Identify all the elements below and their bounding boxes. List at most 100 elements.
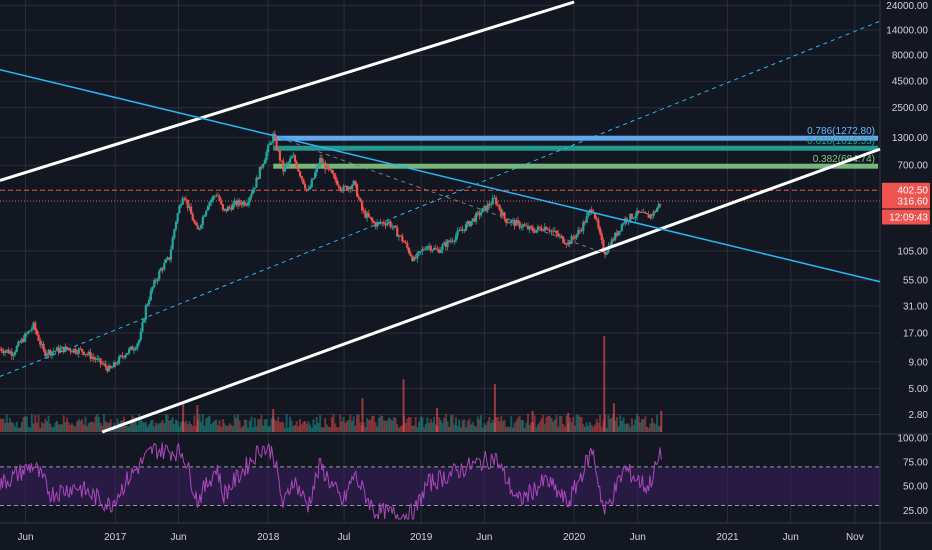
volume-bar	[429, 419, 432, 432]
volume-bar	[315, 416, 318, 432]
candle-body	[124, 354, 127, 358]
candle-body	[13, 351, 17, 355]
trend-lines[interactable]	[0, 0, 881, 434]
fibonacci-levels[interactable]: 0.786(1272.80)0.618(1019.55) 0.382(684.74…	[273, 126, 878, 169]
candle-body	[174, 221, 178, 230]
candle-body	[464, 224, 468, 231]
candle-body	[384, 224, 387, 226]
candle-body	[233, 200, 236, 204]
volume-bar	[260, 415, 263, 432]
candle-body	[42, 344, 45, 350]
last-price-badge	[882, 193, 930, 209]
candle-body	[315, 166, 318, 173]
volume-bar	[299, 419, 302, 432]
volume-bar	[444, 414, 447, 432]
candle-body	[605, 251, 608, 255]
volume-bar	[215, 419, 218, 432]
trend-line-1[interactable]	[0, 0, 575, 182]
candle-body	[422, 249, 426, 250]
candle-body	[414, 257, 417, 259]
candle-body	[153, 280, 156, 287]
candle-body	[176, 213, 179, 222]
trend-line-2[interactable]	[101, 147, 881, 434]
candle-body	[220, 200, 223, 205]
volume-bar	[575, 415, 578, 432]
volume-bar	[384, 420, 387, 432]
candle-body	[458, 230, 461, 231]
candle-body	[340, 189, 344, 192]
candle-body	[409, 253, 412, 257]
volume-spike	[660, 410, 663, 432]
candle-body	[112, 362, 116, 368]
countdown-badge-text: 12:09:43	[889, 213, 928, 224]
candle-body	[15, 346, 18, 352]
volume-bar	[188, 421, 191, 432]
volume-bar	[166, 414, 169, 432]
candle-body	[478, 212, 481, 216]
candle-body	[37, 334, 40, 341]
volume-bar	[325, 424, 328, 432]
volume-bar	[446, 421, 449, 432]
volume-bar	[69, 424, 72, 432]
trend-line-4[interactable]	[0, 20, 881, 377]
candle-body	[433, 247, 436, 250]
candle-body	[565, 244, 568, 245]
candle-body	[548, 230, 551, 232]
candle-body	[342, 186, 345, 192]
candle-body	[552, 230, 555, 232]
candle-body	[349, 186, 352, 189]
volume-bar	[433, 417, 436, 432]
volume-bar	[94, 416, 97, 432]
volume-bar	[30, 414, 33, 432]
candle-body	[476, 212, 479, 214]
volume-bar	[510, 416, 513, 432]
volume-bar	[262, 425, 265, 432]
volume-bar	[257, 419, 260, 432]
time-tick-label: 2017	[104, 532, 127, 543]
horizontal-price-lines[interactable]	[0, 189, 880, 202]
candle-body	[585, 215, 588, 223]
candle-body	[65, 346, 69, 350]
candle-body	[252, 189, 255, 194]
trend-line-3[interactable]	[0, 69, 881, 283]
time-tick-label: Jun	[783, 532, 799, 543]
volume-spike	[531, 410, 534, 432]
candle-body	[428, 245, 431, 247]
candle-body	[94, 358, 97, 360]
candle-body	[560, 235, 563, 237]
candle-body	[183, 198, 186, 200]
candle-body	[538, 226, 541, 228]
volume-bar	[273, 419, 276, 432]
trend-line-5[interactable]	[273, 135, 605, 254]
candle-body	[350, 185, 354, 189]
volume-bar	[146, 426, 149, 432]
candle-body	[52, 351, 55, 352]
candle-body	[617, 230, 620, 236]
candle-body	[515, 220, 518, 226]
fib-label: 0.618(1019.55)	[807, 136, 875, 147]
fib-level-0.618[interactable]	[273, 145, 878, 151]
volume-bar	[511, 427, 514, 432]
volume-bar	[431, 422, 434, 432]
volume-bar	[545, 417, 548, 432]
candle-body	[469, 221, 473, 227]
fib-level-0.382[interactable]	[273, 163, 878, 169]
candle-body	[545, 226, 548, 230]
volume-bar	[537, 424, 540, 432]
candle-body	[134, 348, 137, 350]
volume-bar	[49, 423, 52, 432]
candle-body	[557, 233, 560, 237]
candle-body	[216, 195, 220, 197]
volume-bar	[302, 421, 305, 432]
candle-body	[322, 162, 325, 164]
candle-body	[536, 226, 540, 230]
candle-body	[49, 350, 52, 356]
fib-level-0.786[interactable]	[273, 135, 878, 141]
candle-body	[572, 236, 575, 238]
volume-bar	[92, 422, 95, 432]
axes[interactable]: 24000.00 14000.00 8000.00 4500.00 2500.00 130…	[17, 1, 928, 543]
candle-body	[335, 179, 339, 185]
candle-body	[218, 195, 221, 201]
candle-body	[188, 206, 191, 208]
